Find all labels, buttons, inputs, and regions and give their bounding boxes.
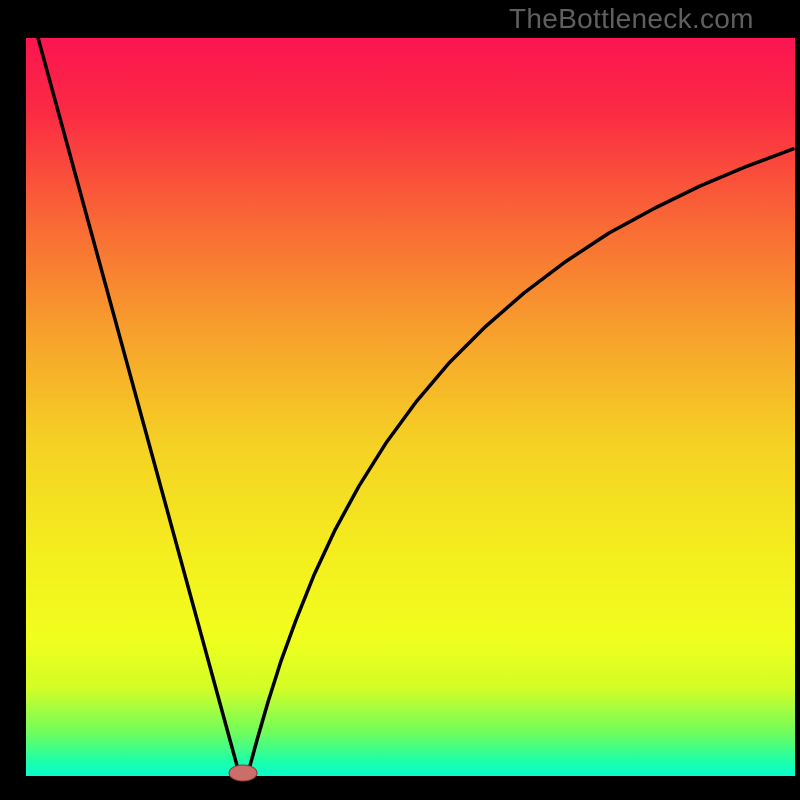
minimum-marker: [229, 765, 257, 781]
chart-canvas: TheBottleneck.com: [0, 0, 800, 800]
chart-svg: [0, 0, 800, 800]
watermark-text: TheBottleneck.com: [509, 3, 754, 35]
